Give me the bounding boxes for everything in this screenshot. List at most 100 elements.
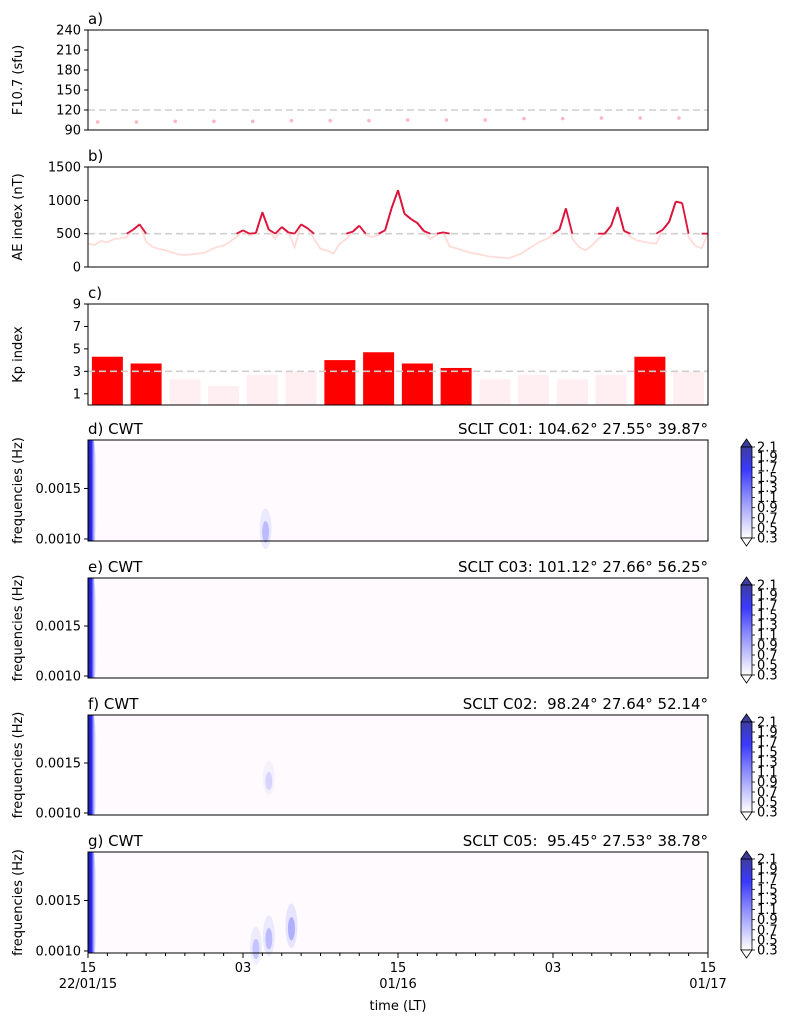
panel-g-colorbar-tick-label-5: 1.3 (757, 893, 778, 908)
panel-g-colorbar (740, 858, 753, 951)
panel-c-bar-11 (518, 374, 550, 405)
panel-d-colorbar-tick-label-6: 1.5 (757, 471, 778, 486)
panel-b-peak-segment-49 (403, 212, 412, 220)
panel-g-ytick-label-1: 0.0015 (36, 894, 82, 909)
panel-b-peak-segment-80 (603, 225, 612, 235)
panel-c-bar-9 (440, 367, 472, 405)
panel-g-colorbar-tick-label-6: 1.5 (757, 883, 778, 898)
panel-c-ytick-label-2: 5 (73, 342, 81, 357)
x-tick-date-4: 01/17 (689, 977, 726, 992)
panel-b-high-segment-88 (655, 228, 664, 235)
panel-b-ytick-label-3: 1500 (48, 161, 81, 176)
panel-b-high-segment-32 (293, 223, 302, 235)
x-tick-label-3: 03 (545, 961, 562, 976)
panel-e-colorbar-tick-label-9: 2.1 (757, 579, 778, 594)
panel-b-high-segment-23 (236, 229, 244, 235)
panel-f-blob-outer-0 (262, 760, 275, 796)
panel-b-high-segment-8 (138, 223, 147, 235)
panel-b-high-segment-25 (249, 232, 257, 235)
panel-d-ylabel: frequencies (Hz) (11, 437, 26, 544)
panel-a-point-7 (367, 118, 371, 123)
panel-f-colorbar-tick-label-6: 1.5 (757, 746, 778, 761)
panel-b-high-segment-6 (126, 228, 134, 235)
panel-a-point-1 (134, 120, 139, 124)
panel-b-peak-segment-41 (352, 225, 360, 233)
panel-b-peak-segment-81 (610, 206, 619, 226)
panel-f-colorbar (740, 721, 753, 813)
panel-a-point-0 (95, 120, 100, 124)
panel-b-label: b) (88, 147, 103, 165)
panel-c-ytick-label-1: 3 (73, 365, 81, 380)
panel-g-blob-inner-1 (265, 928, 273, 950)
panel-g-background (88, 852, 708, 953)
x-axis-label: time (LT) (369, 999, 426, 1014)
panel-d-colorbar-tick-label-1: 0.5 (757, 521, 778, 536)
panel-e-colorbar-tick-label-3: 0.9 (757, 639, 778, 654)
panel-b-high-segment-45 (378, 229, 386, 235)
panel-e-colorbar-tick-label-0: 0.3 (757, 669, 778, 684)
panel-d-blob-inner-0 (262, 521, 270, 543)
panel-f-colorbar-tick-label-1: 0.5 (757, 796, 778, 811)
panel-c-bar-5 (285, 371, 317, 405)
panel-e-ytick-label-1: 0.0015 (36, 620, 82, 635)
panel-b-high-segment-92 (681, 202, 690, 234)
panel-e-station-label: SCLT C03: 101.12° 27.66° 56.25° (458, 558, 708, 576)
x-tick-label-0: 15 (80, 961, 97, 976)
panel-c-label: c) (88, 284, 102, 302)
panel-g-colorbar-bottom-arrow (740, 949, 753, 959)
panel-a-label: a) (88, 10, 103, 28)
panel-e-edge-region (88, 578, 98, 678)
panel-e-label: e) CWT (88, 558, 143, 576)
panel-b-high-segment-55 (443, 231, 450, 235)
panel-a-point-2 (173, 119, 177, 124)
panel-b-peak-segment-90 (668, 201, 677, 222)
panel-e-colorbar-tick-label-1: 0.5 (757, 659, 778, 674)
panel-b-high-segment-74 (565, 208, 574, 234)
panel-b-high-segment-72 (552, 228, 560, 235)
panel-b-ylabel: AE index (nT) (11, 173, 26, 260)
panel-b-peak-segment-51 (416, 222, 425, 232)
x-tick-label-1: 03 (235, 961, 252, 976)
panel-a-ytick-label-4: 210 (56, 44, 81, 59)
panel-e-colorbar-tick-label-5: 1.3 (757, 619, 778, 634)
panel-a-point-9 (444, 118, 449, 122)
panel-a-point-13 (599, 116, 604, 120)
panel-d-colorbar (740, 446, 753, 539)
panel-b-peak-segment-26 (255, 212, 264, 234)
panel-b-ytick-label-2: 1000 (48, 194, 81, 209)
panel-d-label: d) CWT (88, 420, 143, 438)
panel-b-high-segment-31 (288, 231, 295, 235)
panel-b-peak-segment-46 (384, 208, 393, 231)
panel-f-background (88, 715, 708, 815)
panel-a-point-14 (638, 116, 642, 120)
panel-f-colorbar-tick-label-0: 0.3 (757, 806, 778, 821)
panel-d-ytick-label-1: 0.0015 (36, 482, 82, 497)
panel-d-colorbar-tick-label-4: 1.1 (757, 491, 778, 506)
panel-b-high-segment-40 (346, 230, 354, 235)
panel-b-high-segment-29 (274, 226, 283, 235)
panel-a-point-5 (289, 118, 294, 123)
panel-c-frame (87, 303, 709, 406)
panel-e-colorbar-tick-label-6: 1.5 (757, 609, 778, 624)
panel-f-colorbar-bottom-arrow (740, 811, 753, 821)
panel-f-colorbar-tick-label-7: 1.7 (757, 736, 778, 751)
panel-e-colorbar-tick-label-7: 1.7 (757, 599, 778, 614)
panel-d-colorbar-tick-label-9: 2.1 (757, 441, 778, 456)
panel-a-ylabel: F10.7 (sfu) (11, 45, 26, 115)
panel-g-colorbar-tick-label-1: 0.5 (757, 933, 778, 948)
panel-e-colorbar-tick-label-4: 1.1 (757, 629, 778, 644)
panel-b-peak-segment-82 (616, 206, 625, 232)
panel-e-ylabel: frequencies (Hz) (11, 575, 26, 682)
panel-b-ytick-label-0: 0 (73, 261, 81, 276)
panel-b-peak-segment-7 (132, 223, 141, 231)
x-tick-label-2: 15 (390, 961, 407, 976)
panel-c-bar-13 (595, 374, 627, 405)
panel-a-frame (87, 29, 709, 131)
panel-c-bar-12 (556, 379, 588, 405)
panel-a-ytick-label-3: 180 (56, 64, 81, 79)
panel-d-frame (87, 439, 709, 542)
x-tick-label-4: 15 (700, 961, 717, 976)
panel-f-colorbar-tick-label-8: 1.9 (757, 726, 778, 741)
panel-g-colorbar-tick-label-3: 0.9 (757, 913, 778, 928)
